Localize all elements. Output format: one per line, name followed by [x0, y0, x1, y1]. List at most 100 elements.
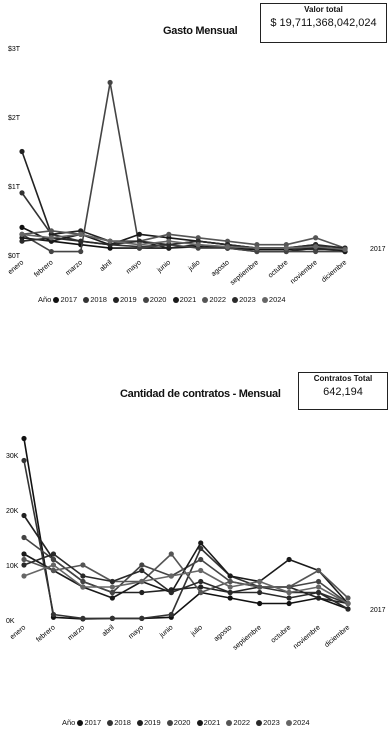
legend-label: 2022 — [209, 295, 227, 304]
kpi-value: 642,194 — [323, 386, 363, 398]
data-point — [19, 148, 25, 155]
data-point — [50, 562, 57, 568]
series-line — [21, 192, 345, 251]
legend-item: 2024 — [285, 718, 310, 727]
series-end-label: 2017 — [370, 246, 386, 253]
y-tick-label: 10K — [6, 563, 19, 570]
x-tick-label: octubre — [270, 624, 292, 644]
data-point — [313, 248, 319, 255]
legend-item: 2019 — [113, 295, 137, 304]
data-point — [21, 512, 27, 519]
series-line — [21, 233, 346, 251]
x-tick-label: julio — [187, 259, 202, 273]
legend-dot-icon — [166, 720, 173, 727]
data-point — [227, 578, 233, 585]
x-tick-label: marzo — [65, 259, 84, 277]
data-point — [315, 584, 322, 590]
chart-title: Gasto Mensual — [163, 25, 238, 37]
series-line — [21, 230, 346, 249]
x-tick-label: abril — [99, 259, 114, 273]
data-point — [198, 545, 204, 552]
legend-dot-icon — [142, 297, 149, 304]
legend: Año 2017 2018 2019 2020 2021 2022 2023 2… — [62, 718, 314, 727]
x-tick-label: julio — [189, 624, 204, 638]
y-tick-label: $1T — [8, 184, 21, 191]
data-point — [342, 246, 348, 253]
data-point — [80, 578, 86, 585]
y-tick-label: $2T — [8, 115, 21, 122]
legend-title: Año — [62, 718, 76, 727]
data-point — [168, 551, 174, 557]
data-point — [315, 567, 322, 574]
y-tick-label: $0T — [8, 253, 21, 260]
data-point — [136, 242, 143, 248]
data-point — [50, 567, 57, 574]
data-point — [198, 556, 204, 563]
data-point — [286, 595, 292, 601]
data-point — [19, 190, 25, 196]
data-point — [78, 248, 84, 255]
series-line — [23, 536, 349, 605]
data-point — [315, 578, 322, 585]
data-point — [313, 244, 319, 250]
data-point — [21, 562, 27, 568]
data-point — [19, 238, 25, 244]
data-point — [109, 595, 115, 601]
data-point — [19, 231, 25, 237]
data-point — [257, 589, 263, 596]
data-point — [21, 551, 27, 557]
data-point — [48, 235, 54, 241]
data-point — [139, 589, 145, 596]
x-tick-label: mayo — [125, 259, 143, 275]
legend-label: 2020 — [149, 295, 167, 304]
legend-dot-icon — [77, 720, 84, 727]
data-point — [78, 238, 84, 244]
legend-item: 2022 — [226, 718, 250, 727]
legend-label: 2020 — [173, 718, 191, 727]
series-line — [23, 564, 349, 605]
x-tick-label: noviembre — [289, 259, 319, 285]
data-point — [139, 562, 145, 568]
legend-item: 2023 — [256, 718, 280, 727]
x-tick-label: junio — [156, 259, 173, 275]
data-point — [254, 245, 260, 251]
data-point — [80, 615, 86, 621]
legend-item: 2017 — [53, 295, 77, 304]
data-point — [139, 578, 145, 585]
legend-label: 2022 — [233, 718, 251, 727]
series-line — [21, 226, 345, 251]
data-point — [227, 589, 233, 596]
data-point — [21, 556, 27, 563]
series-line — [23, 460, 349, 620]
data-point — [136, 231, 143, 237]
legend-dot-icon — [196, 720, 203, 727]
data-point — [168, 589, 174, 596]
data-point — [168, 573, 174, 579]
legend-label: 2018 — [114, 718, 131, 727]
legend-dot-icon — [261, 297, 268, 304]
data-point — [227, 595, 233, 601]
total-value-card: Valor total $ 19,711,368,042,024 — [260, 3, 387, 43]
legend-label: 2023 — [263, 718, 280, 727]
kpi-label: Contratos Total — [313, 374, 373, 383]
legend-item: 2017 — [77, 718, 101, 727]
legend-dot-icon — [285, 720, 292, 727]
legend-item: 2022 — [202, 295, 226, 304]
data-point — [78, 231, 84, 237]
legend-label: 2024 — [292, 718, 310, 727]
legend-dot-icon — [226, 720, 233, 727]
legend-item: 2020 — [142, 295, 167, 304]
data-point — [21, 435, 27, 442]
data-point — [198, 567, 204, 574]
x-tick-label: noviembre — [292, 624, 322, 650]
y-tick-label: 20K — [6, 508, 19, 515]
data-point — [109, 589, 115, 596]
data-point — [286, 600, 292, 607]
data-point — [257, 584, 263, 590]
x-tick-label: agosto — [213, 624, 234, 643]
x-tick-label: abril — [101, 624, 116, 638]
data-point — [166, 238, 172, 244]
legend-dot-icon — [202, 297, 209, 304]
data-point — [48, 248, 54, 255]
data-point — [166, 231, 172, 237]
